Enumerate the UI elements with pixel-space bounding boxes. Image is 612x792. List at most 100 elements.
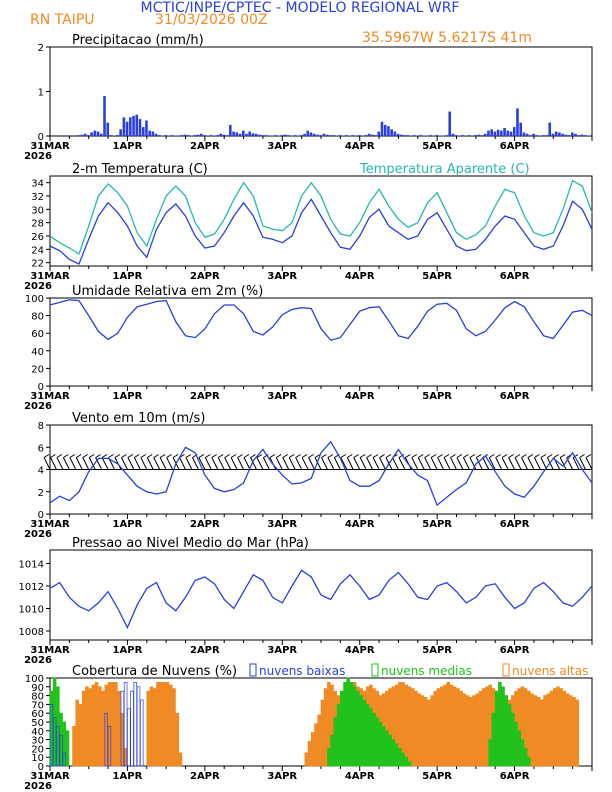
x-tick-label: 6APR (500, 271, 530, 282)
precip-bar (332, 135, 335, 136)
x-tick-label: 2APR (190, 519, 220, 530)
cloud-bar (323, 688, 328, 767)
wind-barb-flag (153, 454, 159, 458)
wind-barb (159, 457, 167, 470)
wind-barb-flag (321, 454, 327, 458)
y-tick-label: 0 (38, 510, 44, 521)
cloud-bar (375, 717, 380, 767)
y-tick-label: 28 (31, 219, 44, 230)
wind-barb (579, 457, 586, 470)
precip-bar (387, 126, 390, 136)
cloud-bar (369, 708, 373, 767)
header-title: MCTIC/INPE/CPTEC - MODELO REGIONAL WRF (141, 0, 460, 16)
cloud-bar (169, 684, 173, 767)
panel-title: Vento em 10m (m/s) (72, 411, 205, 426)
precip-bar (571, 132, 574, 136)
wind-barb (69, 457, 77, 470)
cloud-bar (372, 712, 376, 767)
precip-bar (490, 129, 493, 136)
wind-barb (456, 457, 464, 470)
cloud-bar (533, 695, 538, 767)
precip-bar (232, 131, 235, 136)
precip-bar (358, 135, 361, 136)
wind-barb-flag (172, 454, 179, 458)
cloud-bar (156, 682, 160, 767)
wind-barb-flag (501, 454, 508, 458)
y-tick-label: 4 (38, 466, 44, 477)
precip-bar (419, 135, 422, 136)
x-tick-label: 3APR (267, 271, 297, 282)
x-tick-label: 31MAR (30, 519, 70, 530)
wind-barb-flag (450, 454, 456, 458)
cloud-bar (514, 721, 518, 767)
precip-bar (435, 135, 439, 136)
cloud-bar (546, 693, 551, 767)
header-run: 31/03/2026 00Z (155, 12, 268, 28)
wind-barb (346, 457, 354, 470)
wind-barb-flag (282, 454, 288, 458)
cloud-bar (333, 717, 338, 767)
wind-barb-flag (372, 454, 379, 458)
cloud-bar (107, 726, 112, 767)
y-tick-label: 26 (31, 232, 44, 243)
cloud-bar (449, 684, 454, 767)
wind-barb (527, 457, 535, 470)
wind-barb (359, 457, 367, 470)
wind-barb (572, 457, 580, 470)
cloud-bar (446, 682, 450, 767)
cloud-bar (475, 693, 480, 767)
wind-barb-flag (288, 454, 295, 458)
wind-barb-flag (76, 454, 82, 458)
wind-barb (475, 457, 483, 470)
x-tick-label: 6APR (500, 141, 530, 152)
cloud-bar (491, 712, 496, 767)
wind-barb-flag (82, 454, 88, 458)
wind-barb-flag (159, 454, 166, 458)
y-tick-label: 1012 (19, 582, 44, 593)
precip-bar (583, 135, 587, 136)
line-apparent-temp (49, 179, 593, 255)
wind-barb-flag (579, 454, 585, 458)
precip-bar (500, 130, 503, 136)
panel-relative-humidity: 0 20 40 60 80 100 31MAR 1APR 2APR 3APR 4APR 5APR 6AP… (24, 284, 593, 412)
wind-barb-flag (572, 454, 579, 458)
cloud-bar (59, 712, 63, 767)
cloud-bar (117, 690, 121, 767)
wind-barb (521, 457, 528, 470)
precip-bar (480, 135, 484, 136)
precip-bar (377, 131, 381, 136)
wind-barb-flag (69, 454, 76, 458)
precip-bar (141, 127, 145, 136)
plot-frame (49, 175, 593, 267)
precip-bar (300, 135, 303, 136)
wind-barb (559, 457, 567, 470)
cloud-bar (114, 682, 118, 767)
precip-bar (264, 135, 268, 136)
precip-bar (145, 120, 148, 136)
wind-barb-flag (347, 454, 353, 458)
cloud-bar (175, 712, 179, 767)
legend-label: nuvens medias (381, 664, 472, 678)
x-year-label: 2026 (24, 151, 52, 162)
precip-bar (77, 135, 81, 136)
cloud-bar (127, 708, 131, 767)
precip-bar (322, 133, 326, 136)
precip-bar (493, 131, 497, 136)
cloud-bar (130, 690, 134, 767)
cloud-bar (81, 690, 86, 767)
legend-label: nuvens baixas (259, 664, 345, 678)
panel-title: 2-m Temperatura (C) (72, 162, 208, 177)
line-wind-speed (49, 440, 593, 507)
wind-barb-flag (134, 454, 140, 458)
precip-bar (448, 111, 452, 136)
precip-bar (522, 132, 526, 136)
x-tick-label: 6APR (500, 771, 530, 782)
wind-barb (540, 457, 548, 470)
cloud-bar (391, 739, 396, 767)
precip-bar (396, 133, 400, 136)
wind-barb (88, 457, 96, 470)
wind-barb-flag (476, 454, 482, 458)
y-tick-label: 8 (38, 421, 44, 432)
precip-bar (371, 134, 374, 136)
cloud-bar (530, 693, 534, 767)
